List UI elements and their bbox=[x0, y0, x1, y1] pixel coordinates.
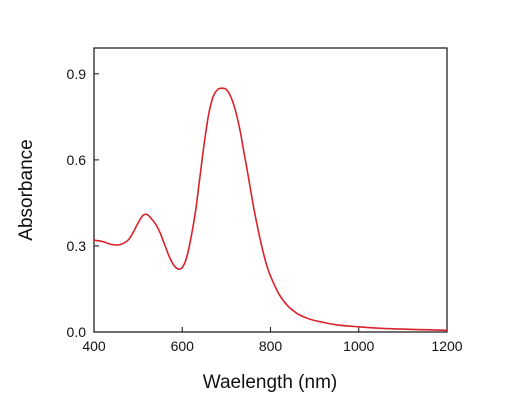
y-axis-title: Absorbance bbox=[16, 139, 37, 240]
y-tick-label: 0.9 bbox=[67, 66, 87, 82]
x-axis-title: Waelength (nm) bbox=[203, 372, 337, 393]
plot-frame bbox=[93, 47, 448, 333]
x-tick-label: 600 bbox=[171, 338, 195, 354]
x-axis-ticks: 400 600 800 1000 1200 bbox=[82, 327, 463, 354]
y-tick-label: 0.0 bbox=[67, 324, 87, 340]
x-tick-label: 1000 bbox=[343, 338, 374, 354]
absorbance-curve bbox=[93, 87, 448, 332]
y-tick-label: 0.3 bbox=[67, 238, 87, 254]
x-tick-label: 400 bbox=[82, 338, 106, 354]
y-tick-label: 0.6 bbox=[67, 152, 87, 168]
y-axis-ticks: 0.0 0.3 0.6 0.9 bbox=[67, 66, 99, 340]
x-tick-label: 1200 bbox=[431, 338, 462, 354]
x-tick-label: 800 bbox=[259, 338, 283, 354]
